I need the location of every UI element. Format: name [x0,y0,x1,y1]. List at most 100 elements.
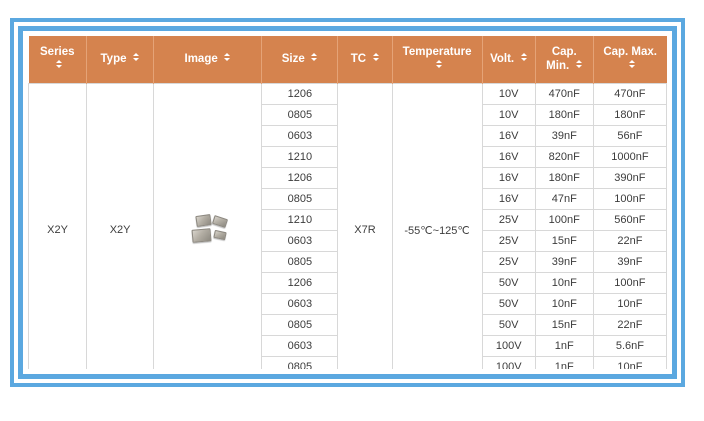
column-header-tc-label: TC [350,53,367,66]
cell-volt: 10V [481,82,536,105]
cell-volt: 16V [481,166,536,189]
cell-cap-max: 56nF [592,124,667,147]
cell-cap-max: 10nF [592,292,667,315]
sort-updown-icon[interactable] [520,52,527,64]
sort-updown-icon[interactable] [133,52,140,64]
column-header-cap-max[interactable]: Cap. Max. [593,36,667,83]
smd-chip-capacitors-photo [184,209,232,251]
cell-cap-max: 5.6nF [592,334,667,357]
cell-size: 0603 [261,229,339,252]
column-header-temperature-label: Temperature [402,45,472,58]
cell-cap-max: 560nF [592,208,667,231]
cell-cap-min: 1nF [534,334,594,357]
table-row[interactable]: 1210 25V 100nF 560nF [29,208,667,231]
cell-size: 0805 [261,313,339,336]
cell-cap-max: 100nF [592,187,667,210]
product-spec-table: Series Type Image Size [28,36,667,369]
sort-updown-icon[interactable] [575,59,582,71]
sort-updown-icon[interactable] [311,52,318,64]
cell-cap-max: 390nF [592,166,667,189]
table-row[interactable]: 1206 16V 180nF 390nF [29,166,667,189]
cell-cap-max: 10nF [592,355,667,369]
cell-temperature: -55℃~125℃ [391,82,483,369]
column-header-series[interactable]: Series [28,36,88,83]
cell-series: X2Y [28,82,88,369]
cell-volt: 16V [481,145,536,168]
table-header: Series Type Image Size [28,36,667,83]
cell-size: 1206 [261,82,339,105]
sort-updown-icon[interactable] [224,52,231,64]
table-row[interactable]: 1206 50V 10nF 100nF [29,271,667,294]
table-scroll-area[interactable]: Series Type Image Size [28,36,667,369]
cell-cap-min: 180nF [534,103,594,126]
cell-cap-max: 39nF [592,250,667,273]
cell-image[interactable] [153,82,263,369]
cell-cap-min: 180nF [534,166,594,189]
table-row[interactable]: 0805 50V 15nF 22nF [29,313,667,336]
table-frame-outer: Series Type Image Size [10,18,685,387]
cell-cap-min: 10nF [534,292,594,315]
cell-size: 0603 [261,334,339,357]
table-row[interactable]: 0805 100V 1nF 10nF [29,355,667,369]
cell-cap-min: 39nF [534,250,594,273]
cell-size: 0805 [261,355,339,369]
table-header-row: Series Type Image Size [28,36,667,83]
cell-cap-max: 470nF [592,82,667,105]
cell-cap-min: 1nF [534,355,594,369]
column-header-image-label: Image [184,53,218,66]
column-header-size[interactable]: Size [261,36,339,83]
cell-cap-max: 22nF [592,313,667,336]
column-header-image[interactable]: Image [153,36,263,83]
cell-volt: 50V [481,292,536,315]
cell-volt: 50V [481,313,536,336]
cell-size: 0805 [261,250,339,273]
table-row[interactable]: 0805 16V 47nF 100nF [29,187,667,210]
cell-size: 1206 [261,271,339,294]
column-header-type[interactable]: Type [86,36,155,83]
cell-cap-min: 39nF [534,124,594,147]
sort-updown-icon[interactable] [372,52,379,64]
sort-updown-icon[interactable] [55,59,62,71]
column-header-cap-min[interactable]: Cap. Min. [535,36,594,83]
table-row[interactable]: 0603 25V 15nF 22nF [29,229,667,252]
cell-cap-max: 1000nF [592,145,667,168]
table-row[interactable]: 1210 16V 820nF 1000nF [29,145,667,168]
cell-cap-min: 10nF [534,271,594,294]
column-header-volt-label: Volt. [490,53,515,66]
cell-cap-min: 100nF [534,208,594,231]
cell-tc: X7R [337,82,393,369]
cell-cap-min: 820nF [534,145,594,168]
table-frame-inner: Series Type Image Size [18,26,677,379]
cell-volt: 100V [481,334,536,357]
table-row[interactable]: 0805 25V 39nF 39nF [29,250,667,273]
table-row[interactable]: 0603 50V 10nF 10nF [29,292,667,315]
column-header-cap-max-label: Cap. Max. [603,45,657,58]
column-header-type-label: Type [100,53,127,66]
cell-volt: 25V [481,250,536,273]
cell-size: 1210 [261,145,339,168]
cell-cap-min: 470nF [534,82,594,105]
column-header-tc[interactable]: TC [337,36,393,83]
sort-updown-icon[interactable] [628,59,635,71]
cell-size: 0805 [261,187,339,210]
cell-volt: 25V [481,208,536,231]
cell-size: 0805 [261,103,339,126]
cell-size: 0603 [261,292,339,315]
cell-cap-min: 15nF [534,313,594,336]
column-header-temperature[interactable]: Temperature [392,36,483,83]
table-row[interactable]: 0805 10V 180nF 180nF [29,103,667,126]
column-header-size-label: Size [281,53,305,66]
table-row[interactable]: X2Y X2Y 1206 X7R -55℃~125℃ 10V 470nF 470nF [28,82,667,369]
cell-volt: 10V [481,103,536,126]
cell-volt: 100V [481,355,536,369]
cell-cap-max: 180nF [592,103,667,126]
cell-cap-max: 100nF [592,271,667,294]
column-header-series-label: Series [40,45,75,58]
column-header-cap-min-label: Cap. Min. [546,45,577,73]
sort-updown-icon[interactable] [435,59,442,71]
cell-cap-min: 47nF [534,187,594,210]
cell-volt: 16V [481,187,536,210]
cell-type: X2Y [86,82,155,369]
column-header-volt[interactable]: Volt. [482,36,536,83]
cell-cap-max: 22nF [592,229,667,252]
